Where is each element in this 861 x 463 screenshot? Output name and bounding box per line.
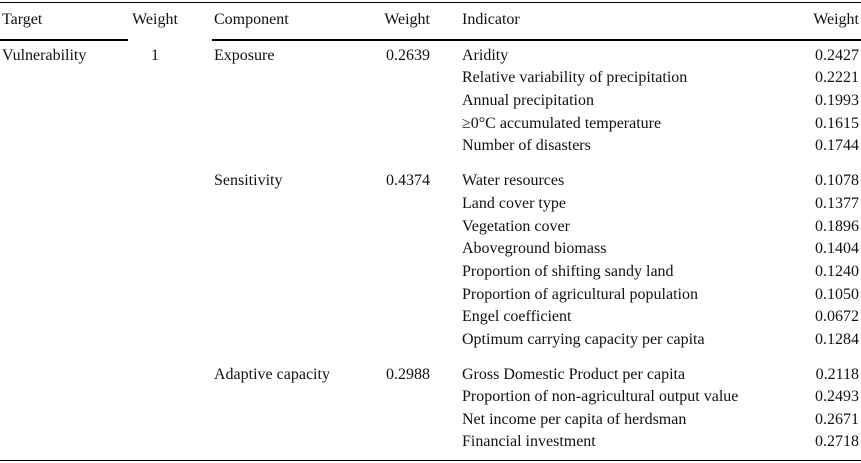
indicator-weight: 0.1404 xyxy=(815,240,859,257)
indicator-name: ≥0°C accumulated temperature xyxy=(462,115,662,132)
indicator-weight: 0.1615 xyxy=(815,115,859,132)
table-top-rule xyxy=(0,2,861,3)
indicator-weight: 0.1078 xyxy=(815,172,859,189)
indicator-name: Aridity xyxy=(462,47,509,64)
indicator-weight: 0.2118 xyxy=(815,366,859,383)
indicator-weight: 0.1050 xyxy=(815,286,859,303)
component-name: Sensitivity xyxy=(214,172,283,189)
table-bottom-rule xyxy=(0,460,861,461)
indicator-name: Gross Domestic Product per capita xyxy=(462,366,686,383)
indicator-name: Relative variability of precipitation xyxy=(462,69,688,86)
indicator-weight: 0.2671 xyxy=(815,411,859,428)
indicator-name: Proportion of non-agricultural output va… xyxy=(462,388,739,405)
target-weight: 1 xyxy=(151,47,159,64)
indicator-weight: 0.2221 xyxy=(815,69,859,86)
indicator-name: Land cover type xyxy=(462,195,566,212)
indicator-name: Engel coefficient xyxy=(462,308,572,325)
component-name: Adaptive capacity xyxy=(214,366,330,383)
indicator-weight: 0.2427 xyxy=(815,47,859,64)
header-target: Target xyxy=(2,11,43,28)
target-name: Vulnerability xyxy=(2,47,87,64)
indicator-weight: 0.1744 xyxy=(815,137,859,154)
indicator-weight: 0.1896 xyxy=(815,218,859,235)
indicator-name: Aboveground biomass xyxy=(462,240,607,257)
indicator-name: Proportion of agricultural population xyxy=(462,286,698,303)
indicator-name: Net income per capita of herdsman xyxy=(462,411,687,428)
indicator-name: Number of disasters xyxy=(462,137,591,154)
component-weight: 0.4374 xyxy=(386,172,430,189)
indicator-name: Water resources xyxy=(462,172,565,189)
indicator-weight: 0.2718 xyxy=(815,433,859,450)
indicator-weight: 0.0672 xyxy=(815,308,859,325)
component-name: Exposure xyxy=(214,47,275,64)
indicator-weight: 0.1284 xyxy=(815,331,859,348)
indicator-weight: 0.1240 xyxy=(815,263,859,280)
indicator-weight: 0.1993 xyxy=(815,92,859,109)
header-indicator-weight: Weight xyxy=(813,11,859,28)
indicator-name: Vegetation cover xyxy=(462,218,570,235)
indicator-weight: 0.1377 xyxy=(815,195,859,212)
indicator-name: Proportion of shifting sandy land xyxy=(462,263,674,280)
header-target-weight: Weight xyxy=(132,11,178,28)
header-rule-target xyxy=(0,39,128,41)
header-component: Component xyxy=(214,11,289,28)
indicator-weight: 0.2493 xyxy=(815,388,859,405)
header-component-weight: Weight xyxy=(384,11,430,28)
component-weight: 0.2639 xyxy=(386,47,430,64)
component-weight: 0.2988 xyxy=(386,366,430,383)
indicator-name: Optimum carrying capacity per capita xyxy=(462,331,705,348)
indicator-name: Financial investment xyxy=(462,433,596,450)
indicator-name: Annual precipitation xyxy=(462,92,594,109)
header-indicator: Indicator xyxy=(462,11,520,28)
header-rule-components xyxy=(212,39,861,41)
